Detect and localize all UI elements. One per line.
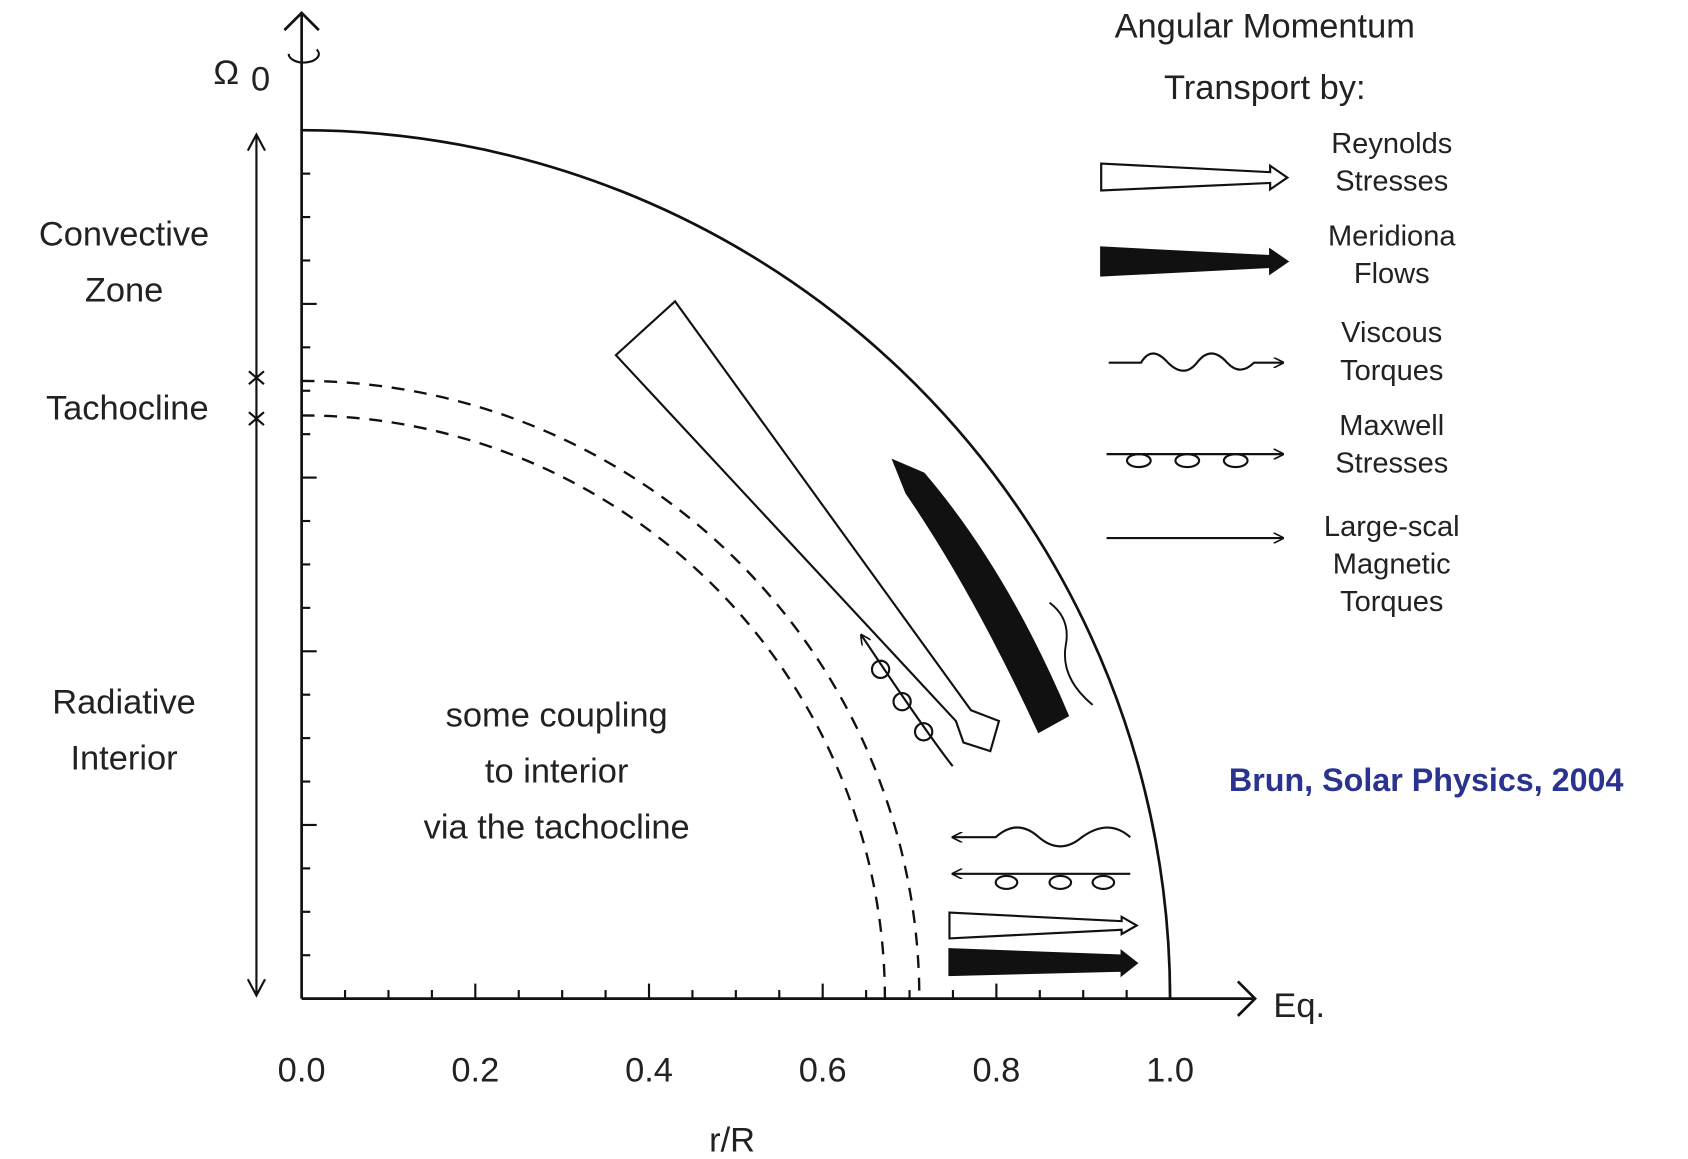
zone-label: Radiative [52, 683, 196, 721]
zone-label: Tachocline [46, 390, 209, 428]
legend-label: Meridiona [1328, 220, 1456, 252]
labels: Angular Momentum Transport by: Ω 0 Eq. r… [39, 8, 1624, 1159]
annotation: some coupling [446, 696, 668, 734]
zone-label: Convective [39, 215, 209, 253]
annotation: to interior [485, 752, 629, 790]
annotation: via the tachocline [424, 808, 690, 846]
legend-label: Flows [1354, 258, 1430, 290]
axis-end-label: Eq. [1273, 987, 1325, 1025]
x-tick-label: 0.0 [278, 1052, 326, 1090]
zone-label: Interior [70, 739, 177, 777]
legend-label: Stresses [1335, 447, 1448, 479]
legend-label: Reynolds [1331, 128, 1452, 160]
transport-arrows [614, 299, 1139, 978]
axis-title: r/R [709, 1121, 755, 1159]
axes [246, 11, 1257, 1017]
ticks [301, 129, 1172, 999]
legend-label: Magnetic [1333, 549, 1451, 581]
omega-symbol: Ω [213, 54, 239, 92]
legend-label: Stresses [1335, 165, 1448, 197]
x-tick-label: 0.2 [451, 1052, 499, 1090]
legend-label: Viscous [1341, 317, 1442, 349]
x-tick-label: 0.8 [972, 1052, 1020, 1090]
legend-title: Transport by: [1164, 69, 1366, 107]
legend-label: Large-scal [1324, 511, 1460, 543]
citation: Brun, Solar Physics, 2004 [1229, 762, 1624, 798]
legend-label: Torques [1340, 355, 1443, 387]
legend-label: Torques [1340, 586, 1443, 618]
omega-subscript: 0 [251, 60, 270, 98]
x-tick-label: 1.0 [1146, 1052, 1194, 1090]
legend-title: Angular Momentum [1115, 8, 1415, 46]
x-tick-label: 0.6 [799, 1052, 847, 1090]
x-tick-label: 0.4 [625, 1052, 673, 1090]
legend-symbols [1100, 162, 1290, 538]
legend-label: Maxwell [1339, 410, 1444, 442]
zone-label: Zone [85, 271, 163, 309]
